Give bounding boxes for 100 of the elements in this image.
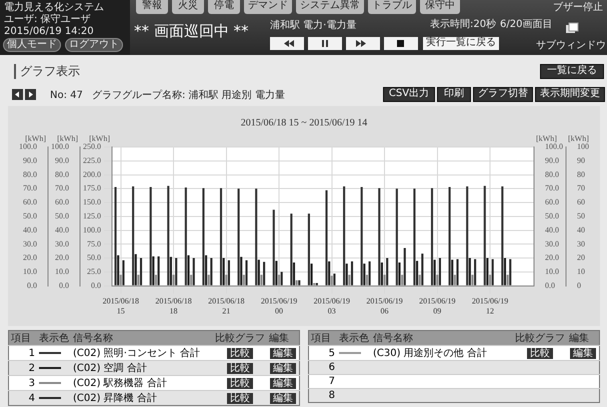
bar bbox=[117, 255, 120, 286]
x-tick-label: 2015/06/19 06 bbox=[366, 296, 403, 316]
bar bbox=[363, 264, 366, 286]
text: 信号名称 bbox=[71, 330, 213, 346]
text: 比較 bbox=[227, 348, 253, 358]
text: 火災 bbox=[172, 0, 204, 14]
bar bbox=[378, 188, 380, 286]
text: サブウィンドウ bbox=[536, 40, 606, 52]
bar bbox=[192, 258, 195, 286]
bar bbox=[310, 264, 313, 286]
y2-tick-label: 90.0 bbox=[545, 156, 559, 165]
text: 90.0 bbox=[55, 156, 69, 165]
text: 表示時間:20秒 bbox=[430, 19, 496, 31]
text: 編集 bbox=[270, 348, 296, 358]
text: 6/20画面目 bbox=[500, 19, 552, 31]
text: ** 画面巡回中 ** bbox=[134, 22, 249, 40]
text: 項目 bbox=[308, 330, 337, 346]
bar bbox=[114, 186, 117, 286]
text: 比較グラフ bbox=[213, 330, 267, 346]
bar bbox=[380, 262, 383, 286]
legend-label: (C30) 用途別その他 合計 bbox=[371, 346, 513, 360]
bar bbox=[468, 258, 471, 286]
text: 10.0 bbox=[23, 267, 37, 276]
text: 4 bbox=[8, 390, 37, 406]
y-tick-label: 150.0 bbox=[83, 198, 101, 207]
bar bbox=[484, 186, 486, 286]
bar bbox=[438, 258, 441, 286]
bar bbox=[245, 260, 248, 286]
y-tick-label: 200.0 bbox=[83, 170, 101, 179]
text: 実行一覧に戻る bbox=[423, 37, 499, 50]
bar bbox=[272, 210, 275, 286]
y3-tick-label: 30 bbox=[577, 239, 585, 248]
text: 編集 bbox=[273, 378, 293, 388]
y2-tick-label: 100.0 bbox=[545, 142, 563, 152]
y3-tick-label: 10 bbox=[577, 267, 585, 276]
text: 10.0 bbox=[55, 267, 69, 276]
bar bbox=[386, 258, 388, 286]
text: 比較 bbox=[230, 378, 250, 388]
text: 20.0 bbox=[55, 253, 69, 262]
text: 1 bbox=[8, 346, 37, 360]
text: 信号名称 bbox=[373, 333, 413, 344]
text: ブザー停止 bbox=[553, 2, 603, 14]
y3-tick-label: 40 bbox=[577, 225, 585, 234]
text: 40.0 bbox=[55, 225, 69, 234]
text: 編集 bbox=[267, 330, 300, 346]
y2-tick-label: 80.0 bbox=[545, 170, 559, 179]
bar bbox=[474, 259, 476, 286]
y-tick-label: 225.0 bbox=[83, 156, 101, 165]
y-axis-title: [kWh] bbox=[89, 134, 110, 144]
bar bbox=[152, 256, 154, 286]
text: 停電 bbox=[208, 0, 240, 14]
text: 警報 bbox=[136, 0, 168, 14]
text: 比較 bbox=[530, 348, 550, 358]
text: 印刷 bbox=[437, 87, 471, 102]
bar bbox=[263, 262, 266, 286]
legend-label: (C02) 照明·コンセント 合計 bbox=[71, 346, 213, 360]
bar bbox=[333, 274, 336, 286]
bar bbox=[240, 256, 242, 286]
bar bbox=[492, 259, 494, 286]
text: 比較 bbox=[230, 362, 250, 374]
bar bbox=[238, 188, 240, 286]
bar bbox=[368, 261, 371, 286]
bar bbox=[434, 260, 436, 286]
text: ログアウト bbox=[65, 38, 123, 52]
bar bbox=[158, 256, 160, 286]
bar bbox=[184, 188, 187, 286]
text: 8 bbox=[308, 388, 337, 402]
bar bbox=[175, 258, 178, 286]
text: 30.0 bbox=[23, 239, 37, 248]
y-tick-label: 100.0 bbox=[83, 225, 101, 234]
text: グラフ切替 bbox=[473, 87, 533, 102]
y3-tick-label: 80 bbox=[577, 170, 585, 179]
bar bbox=[222, 258, 225, 286]
y-tick-label: 175.0 bbox=[83, 184, 101, 193]
text: 編集 bbox=[573, 348, 593, 358]
text: 項目 bbox=[11, 333, 31, 344]
text: 3 bbox=[8, 376, 37, 390]
x-tick-label: 2015/06/18 21 bbox=[208, 296, 245, 316]
bar bbox=[187, 255, 190, 286]
y2-tick-label: 50.0 bbox=[545, 211, 559, 220]
y2-tick-label: 60.0 bbox=[545, 198, 559, 207]
text: 20.0 bbox=[23, 253, 37, 262]
text: 2 bbox=[8, 360, 37, 376]
text: グラフ表示 bbox=[14, 64, 80, 79]
y-tick-label: 50.0 bbox=[87, 253, 101, 262]
bar bbox=[132, 186, 134, 286]
bar bbox=[421, 254, 424, 286]
bar bbox=[150, 186, 152, 286]
text: 7 bbox=[308, 374, 337, 388]
text: 電力見える化システム bbox=[4, 2, 104, 14]
text: 編集 bbox=[273, 392, 293, 404]
text: グラフグループ名称: 浦和駅 用途別 電力量 bbox=[92, 90, 285, 102]
bar bbox=[396, 188, 398, 286]
bar bbox=[308, 214, 310, 286]
x-tick-label: 2015/06/18 15 bbox=[102, 296, 140, 316]
y-tick-label: 75.0 bbox=[87, 239, 101, 248]
y3-tick-label: 50 bbox=[577, 211, 585, 220]
bar bbox=[290, 214, 292, 286]
y3-tick-label: 90 bbox=[577, 156, 585, 165]
bar bbox=[456, 259, 459, 286]
